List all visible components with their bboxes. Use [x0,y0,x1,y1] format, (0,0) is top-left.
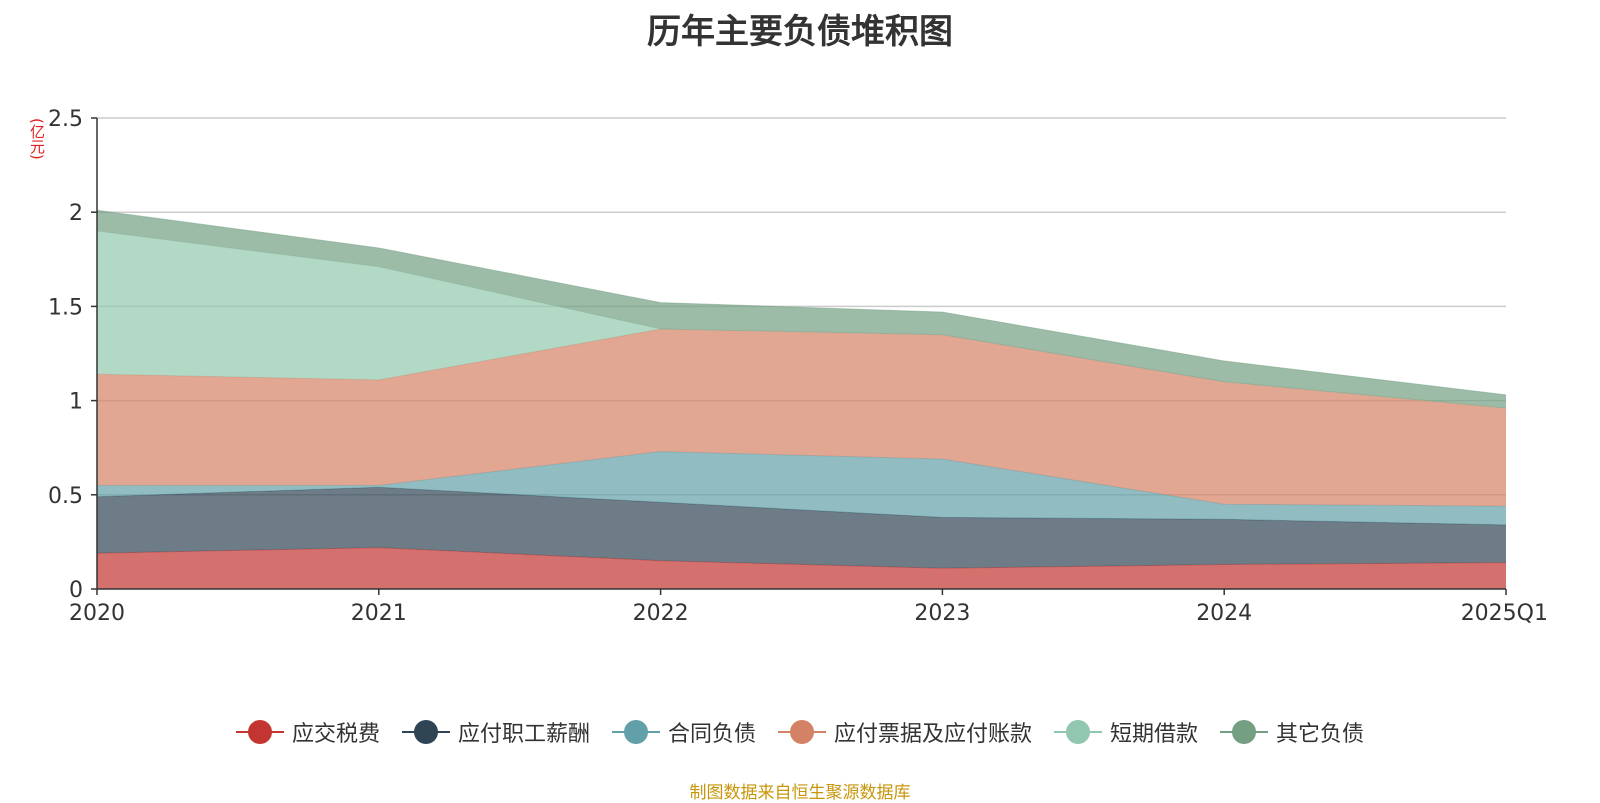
legend-marker-icon [235,720,284,744]
legend-marker-icon [778,720,826,744]
y-axis-unit-label: (亿元) [28,118,46,160]
y-tick-label: 2 [69,201,83,226]
y-tick-label: 2.5 [48,107,83,132]
y-tick-label: 0.5 [48,484,83,509]
legend-item[interactable]: 应付票据及应付账款 [778,716,1032,748]
x-tick-label: 2022 [633,601,689,626]
series-line-5 [96,209,1507,396]
area-series-5 [97,210,1506,409]
legend-marker-dot [790,720,814,744]
legend-marker-dot [247,720,272,744]
legend-label: 短期借款 [1110,722,1199,747]
legend-marker-dot [1232,720,1257,744]
area-series-4 [97,231,1506,409]
y-tick-label: 0 [69,578,83,603]
chart-title: 历年主要负债堆积图 [647,12,953,52]
x-tick-label: 2025Q1 [1461,601,1548,626]
legend-item[interactable]: 应付职工薪酬 [401,716,590,748]
area-series-layer [96,209,1507,589]
legend-marker-icon [611,720,660,744]
legend-marker-icon [1054,720,1103,744]
area-series-3 [97,329,1506,507]
legend-label: 其它负债 [1276,722,1365,747]
area-series-0 [97,547,1506,589]
area-series-2 [97,451,1506,525]
legend-item[interactable]: 其它负债 [1220,716,1364,748]
legend-label: 应交税费 [291,722,380,747]
x-tick-label: 2023 [914,601,970,626]
legend-marker-dot [623,720,648,744]
x-tick-label: 2021 [351,601,407,626]
x-tick-label: 2024 [1196,601,1252,626]
legend-marker-icon [401,720,450,744]
source-note: 制图数据来自恒生聚源数据库 [689,783,911,803]
x-tick-label: 2020 [69,601,125,626]
legend-item[interactable]: 短期借款 [1054,716,1198,748]
legend-label: 合同负债 [667,722,756,747]
axes: 0 0.5 1 1.5 2 2.5 2020 2021 2022 2023 2024 2025Q1 [48,107,1548,626]
legend: 应交税费 应付职工薪酬 合同负债 应付票据及应付账款 短期借款 其它负债 [0,716,1600,748]
legend-label: 应付职工薪酬 [457,722,590,747]
legend-marker-dot [1066,720,1091,744]
legend-label: 应付票据及应付账款 [834,722,1033,747]
legend-item[interactable]: 应交税费 [235,716,380,748]
y-tick-label: 1.5 [48,295,83,320]
legend-marker-icon [1220,720,1269,744]
area-series-1 [97,487,1506,569]
legend-item[interactable]: 合同负债 [611,716,756,748]
y-tick-label: 1 [69,390,83,415]
legend-marker-dot [413,720,438,744]
